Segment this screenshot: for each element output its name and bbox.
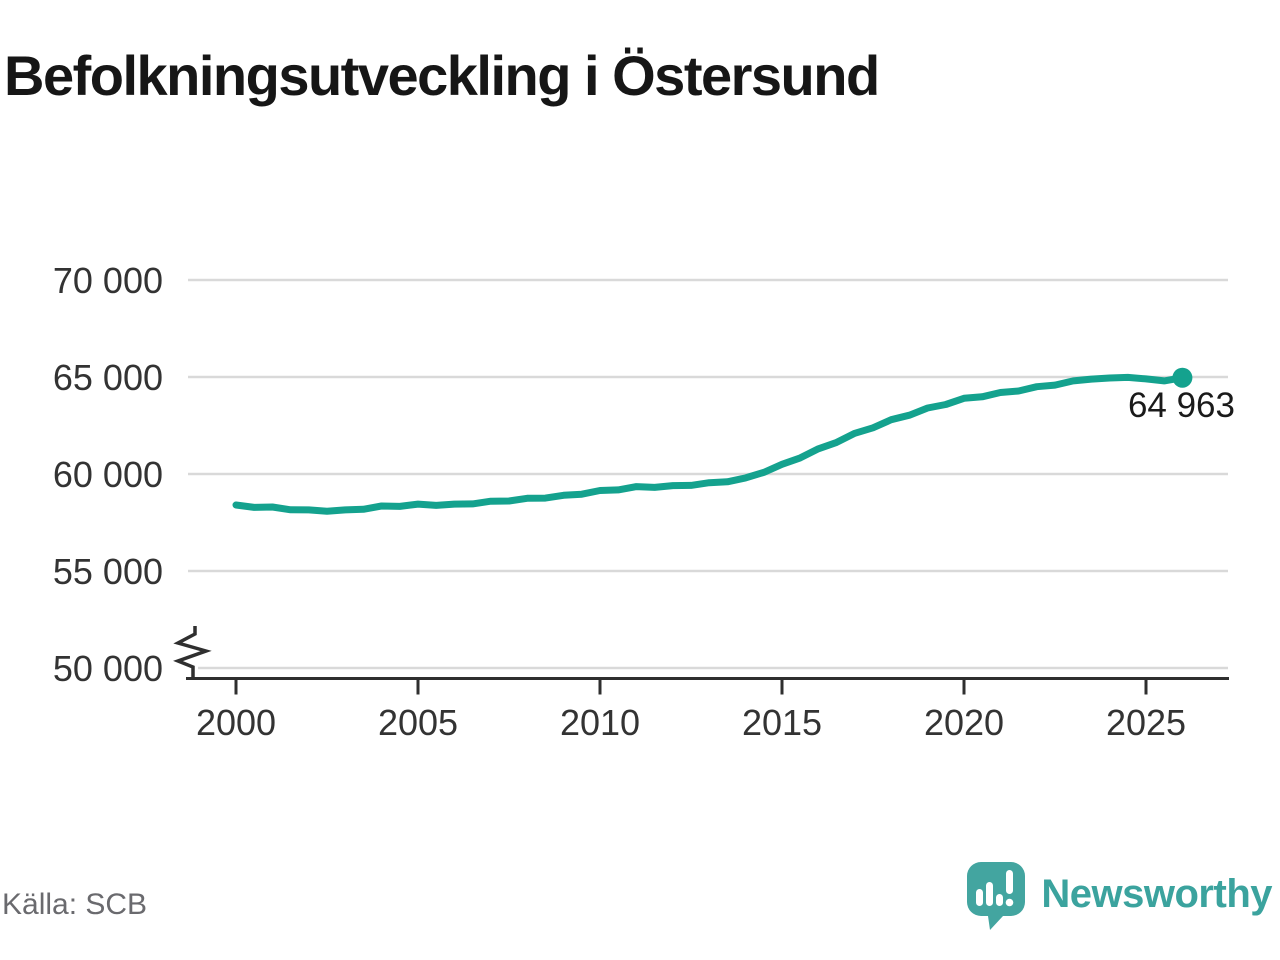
x-tick-label-2025: 2025	[1106, 702, 1186, 743]
data-series	[232, 367, 1193, 515]
newsworthy-chart-bubble-icon	[967, 862, 1026, 930]
axis-break-zigzag	[173, 626, 212, 678]
x-tick-label-2015: 2015	[742, 702, 822, 743]
y-tick-label-55000: 55 000	[53, 551, 163, 592]
source-note: Källa: SCB	[2, 888, 148, 921]
population-line	[232, 373, 1186, 515]
x-tick-label-2020: 2020	[924, 702, 1004, 743]
y-tick-label-70000: 70 000	[53, 260, 163, 301]
latest-value-dot	[1172, 367, 1193, 388]
x-tick-label-2005: 2005	[378, 702, 458, 743]
y-axis-break-icon	[173, 626, 212, 678]
x-tick-label-2010: 2010	[560, 702, 640, 743]
x-tick-label-2000: 2000	[196, 702, 276, 743]
newsworthy-logo-text: Newsworthy	[1041, 872, 1272, 916]
end-value-label: 64 963	[1128, 386, 1235, 425]
y-tick-label-60000: 60 000	[53, 454, 163, 495]
y-tick-label-65000: 65 000	[53, 357, 163, 398]
x-axis	[186, 677, 1229, 695]
newsworthy-logo: Newsworthy	[967, 860, 1272, 932]
y-tick-label-50000: 50 000	[53, 648, 163, 689]
chart-title: Befolkningsutveckling i Östersund	[4, 44, 880, 107]
axis-tick-labels: 50 000 55 000 60 000 65 000 70 000 2000 2005 20…	[53, 260, 1186, 743]
annotations: 64 963	[1128, 386, 1235, 425]
gridlines	[188, 278, 1228, 670]
